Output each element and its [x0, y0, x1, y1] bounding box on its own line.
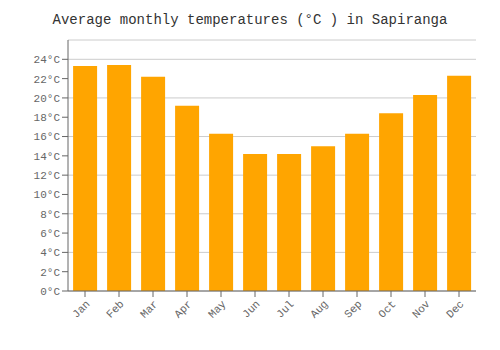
svg-text:16°C: 16°C: [34, 131, 61, 143]
svg-text:Aug: Aug: [308, 298, 330, 320]
svg-text:10°C: 10°C: [34, 189, 61, 201]
svg-text:18°C: 18°C: [34, 112, 61, 124]
svg-text:8°C: 8°C: [40, 209, 60, 221]
svg-text:Apr: Apr: [172, 298, 194, 320]
svg-text:Jan: Jan: [70, 298, 92, 320]
svg-text:Feb: Feb: [104, 298, 126, 320]
svg-text:May: May: [206, 298, 229, 321]
html-text:Average monthly temperatures (: Average monthly temperatures (°C ) in Sa…: [52, 12, 448, 28]
svg-text:6°C: 6°C: [40, 228, 60, 240]
svg-text:Dec: Dec: [444, 298, 466, 320]
svg-text:Jul: Jul: [274, 298, 296, 320]
svg-text:Jun: Jun: [240, 298, 262, 320]
svg-text:Nov: Nov: [410, 298, 433, 321]
svg-text:Sep: Sep: [342, 298, 364, 320]
svg-text:Oct: Oct: [376, 298, 398, 320]
svg-text:0°C: 0°C: [40, 286, 60, 298]
svg-text:14°C: 14°C: [34, 151, 61, 163]
svg-text:22°C: 22°C: [34, 74, 61, 86]
svg-text:4°C: 4°C: [40, 247, 60, 259]
svg-text:12°C: 12°C: [34, 170, 61, 182]
svg-text:Mar: Mar: [138, 298, 160, 320]
svg-text:2°C: 2°C: [40, 267, 60, 279]
svg-text:24°C: 24°C: [34, 54, 61, 66]
svg-text:20°C: 20°C: [34, 93, 61, 105]
